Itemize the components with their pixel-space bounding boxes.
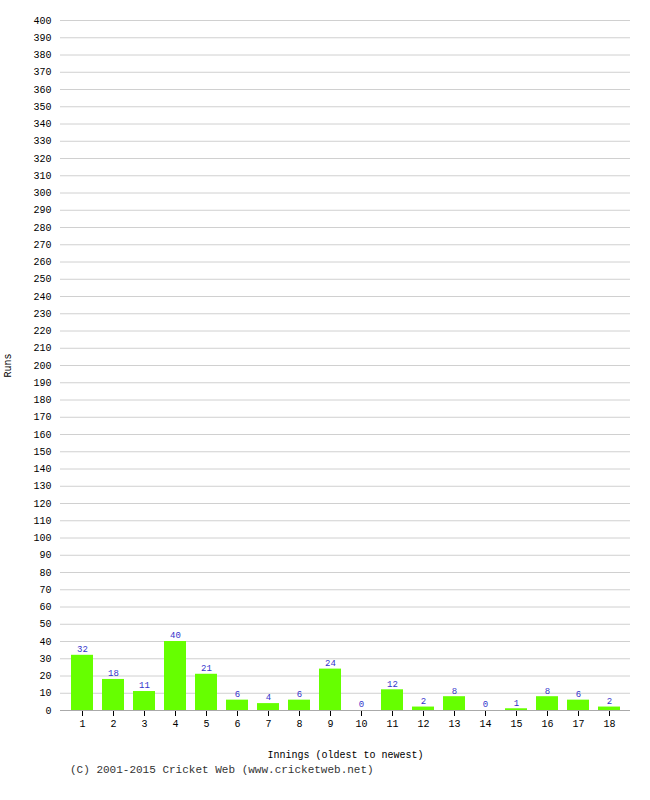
svg-text:400: 400: [33, 16, 51, 27]
svg-text:12: 12: [417, 719, 429, 730]
svg-text:15: 15: [510, 719, 522, 730]
svg-text:0: 0: [483, 700, 488, 710]
svg-text:210: 210: [33, 343, 51, 354]
svg-text:8: 8: [296, 719, 302, 730]
svg-text:130: 130: [33, 481, 51, 492]
svg-text:190: 190: [33, 378, 51, 389]
svg-text:380: 380: [33, 50, 51, 61]
svg-text:14: 14: [479, 719, 491, 730]
svg-text:360: 360: [33, 85, 51, 96]
svg-text:120: 120: [33, 499, 51, 510]
svg-text:0: 0: [359, 700, 364, 710]
svg-text:21: 21: [201, 664, 212, 674]
svg-text:3: 3: [141, 719, 147, 730]
svg-text:10: 10: [355, 719, 367, 730]
svg-text:6: 6: [297, 690, 302, 700]
svg-text:18: 18: [108, 669, 119, 679]
svg-text:350: 350: [33, 102, 51, 113]
svg-text:340: 340: [33, 119, 51, 130]
svg-text:70: 70: [39, 585, 51, 596]
svg-text:32: 32: [77, 645, 88, 655]
svg-text:220: 220: [33, 326, 51, 337]
svg-text:290: 290: [33, 205, 51, 216]
svg-text:260: 260: [33, 257, 51, 268]
svg-text:10: 10: [39, 688, 51, 699]
svg-text:320: 320: [33, 154, 51, 165]
svg-text:370: 370: [33, 67, 51, 78]
svg-text:240: 240: [33, 292, 51, 303]
svg-text:11: 11: [139, 681, 150, 691]
svg-text:8: 8: [545, 687, 550, 697]
svg-text:Innings (oldest to newest): Innings (oldest to newest): [267, 750, 423, 761]
svg-text:9: 9: [327, 719, 333, 730]
svg-text:280: 280: [33, 223, 51, 234]
svg-text:180: 180: [33, 395, 51, 406]
svg-text:30: 30: [39, 654, 51, 665]
svg-text:80: 80: [39, 568, 51, 579]
svg-text:12: 12: [387, 680, 398, 690]
svg-text:6: 6: [235, 690, 240, 700]
svg-text:4: 4: [266, 693, 271, 703]
svg-text:7: 7: [265, 719, 271, 730]
svg-text:40: 40: [39, 637, 51, 648]
svg-text:110: 110: [33, 516, 51, 527]
svg-text:310: 310: [33, 171, 51, 182]
svg-text:270: 270: [33, 240, 51, 251]
html-text:(C) 2001-2015 Cricket Web (www: (C) 2001-2015 Cricket Web (www.cricketwe…: [70, 764, 374, 776]
svg-text:0: 0: [45, 706, 51, 717]
svg-text:250: 250: [33, 274, 51, 285]
svg-text:20: 20: [39, 671, 51, 682]
svg-text:24: 24: [325, 659, 336, 669]
svg-text:16: 16: [541, 719, 553, 730]
svg-text:13: 13: [448, 719, 460, 730]
svg-text:100: 100: [33, 533, 51, 544]
svg-text:60: 60: [39, 602, 51, 613]
svg-text:300: 300: [33, 188, 51, 199]
svg-text:160: 160: [33, 430, 51, 441]
svg-text:1: 1: [514, 699, 519, 709]
svg-text:90: 90: [39, 550, 51, 561]
svg-text:8: 8: [452, 687, 457, 697]
svg-text:40: 40: [170, 631, 181, 641]
svg-text:50: 50: [39, 619, 51, 630]
svg-text:2: 2: [421, 697, 426, 707]
svg-text:170: 170: [33, 412, 51, 423]
svg-text:140: 140: [33, 464, 51, 475]
svg-text:5: 5: [203, 719, 209, 730]
svg-text:6: 6: [576, 690, 581, 700]
svg-text:11: 11: [386, 719, 398, 730]
svg-text:17: 17: [572, 719, 584, 730]
svg-text:1: 1: [79, 719, 85, 730]
svg-text:Runs: Runs: [3, 353, 14, 377]
svg-text:150: 150: [33, 447, 51, 458]
svg-text:2: 2: [607, 697, 612, 707]
svg-text:4: 4: [172, 719, 178, 730]
svg-text:390: 390: [33, 33, 51, 44]
svg-text:18: 18: [603, 719, 615, 730]
svg-text:230: 230: [33, 309, 51, 320]
svg-text:330: 330: [33, 136, 51, 147]
svg-text:6: 6: [234, 719, 240, 730]
svg-text:200: 200: [33, 361, 51, 372]
svg-text:2: 2: [110, 719, 116, 730]
